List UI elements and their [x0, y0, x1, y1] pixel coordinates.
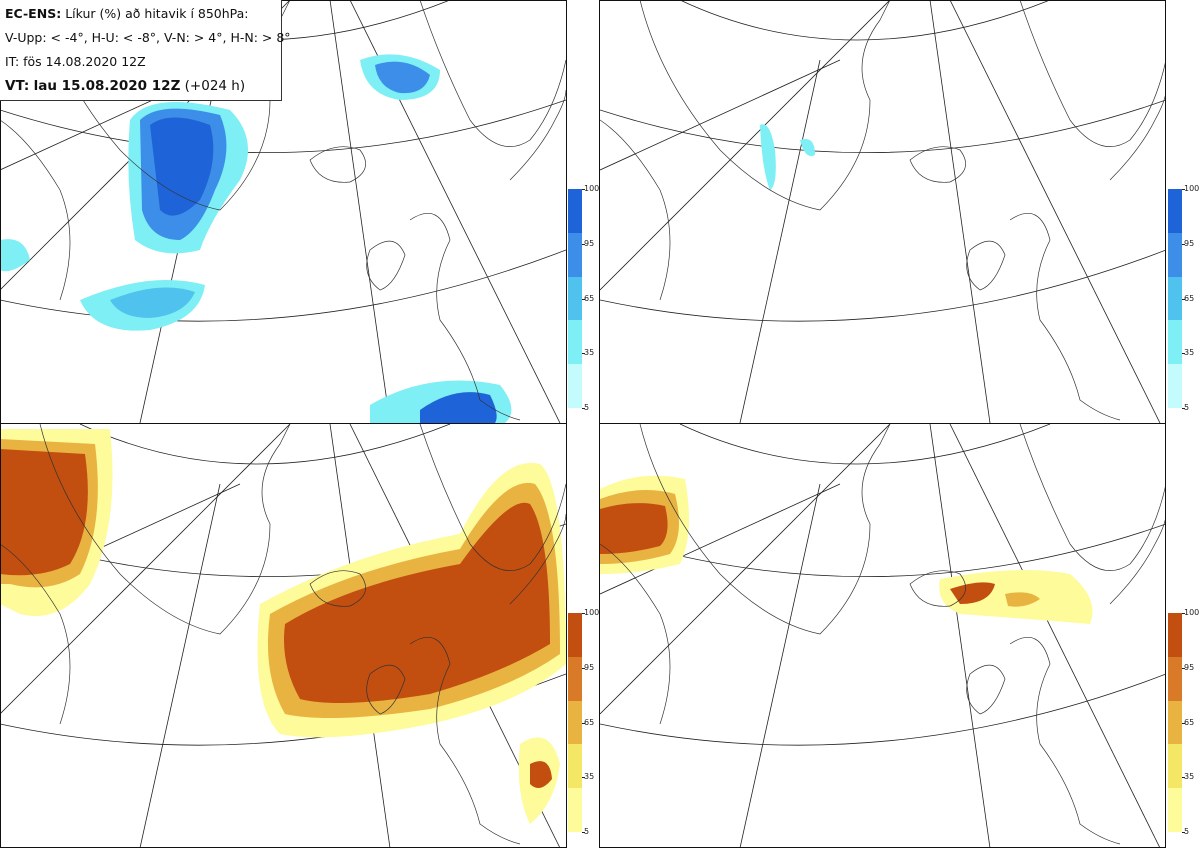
colorbar-tickmark: [582, 243, 585, 245]
colorbar-tick-label: 35: [584, 772, 595, 782]
map-panel-bottom-right: [600, 424, 1166, 848]
colorbar-tickmark: [1182, 613, 1185, 614]
colorbar-tick-label: 65: [584, 293, 595, 303]
colorbar-tickmark: [582, 408, 585, 409]
colorbar-bottom-right: 100 95 65 35 5: [1168, 609, 1199, 836]
colorbar-tick-label: 35: [1184, 772, 1195, 782]
colorbar-tickmark: [1182, 722, 1185, 724]
colorbar-segment: [1168, 189, 1182, 234]
valid-label: VT:: [5, 78, 30, 94]
colorbar-tick-label: 100: [584, 608, 600, 617]
colorbar-segment: [568, 788, 582, 833]
valid-time: lau 15.08.2020 12Z: [33, 78, 181, 94]
model-name: EC-ENS:: [5, 6, 62, 21]
valid-time-line: VT: lau 15.08.2020 12Z (+024 h): [5, 76, 276, 100]
probability-fill: [0, 54, 512, 423]
probability-fill: [600, 475, 1093, 624]
colorbar-tickmark: [582, 722, 585, 724]
colorbar-tickmark: [582, 298, 585, 300]
colorbar-segment: [1168, 276, 1182, 321]
colorbar-tickmark: [1182, 243, 1185, 245]
colorbar-tick-label: 35: [584, 348, 595, 358]
colorbar-tickmark: [582, 613, 585, 614]
colorbar-tick-label: 95: [584, 662, 595, 672]
colorbar-segment: [568, 613, 582, 658]
colorbar-tickmark: [582, 353, 585, 355]
title-text: Líkur (%) að hitavik í 850hPa:: [65, 6, 249, 21]
colorbar-segment: [1168, 744, 1182, 789]
colorbar-tickmark: [1182, 832, 1185, 833]
colorbar-tick-label: 5: [584, 403, 590, 412]
colorbar-tick-label: 5: [1184, 827, 1190, 836]
colorbar-tickmark: [582, 667, 585, 669]
colorbar-tick-label: 100: [584, 184, 600, 193]
colorbar-segment: [1168, 364, 1182, 409]
lead-time: (+024 h): [184, 78, 246, 94]
coastlines: [0, 424, 566, 845]
colorbar-tick-label: 100: [1184, 184, 1200, 193]
colorbar-segment: [1168, 788, 1182, 833]
colorbar-tick-label: 95: [584, 238, 595, 248]
colorbar-tick-label: 65: [1184, 293, 1195, 303]
colorbar-segment: [1168, 613, 1182, 658]
colorbar-tickmark: [1182, 189, 1185, 190]
colorbar-tick-label: 5: [584, 827, 590, 836]
colorbar-tick-label: 35: [1184, 348, 1195, 358]
colorbar-tickmark: [582, 777, 585, 779]
colorbar-tickmark: [1182, 667, 1185, 669]
colorbar-segment: [568, 189, 582, 234]
colorbar-tick-label: 95: [1184, 662, 1195, 672]
colorbar-tickmark: [1182, 353, 1185, 355]
colorbar-segment: [568, 276, 582, 321]
colorbar-segment: [568, 656, 582, 702]
map-bottom-right: [600, 424, 1166, 848]
map-panel-top-right: [600, 0, 1166, 423]
map-top-right: [600, 0, 1166, 423]
map-top-left: [0, 0, 566, 423]
legend-line: V-Upp: < -4°, H-U: < -8°, V-N: > 4°, H-N…: [5, 30, 291, 45]
title-line: EC-ENS: Líkur (%) að hitavik í 850hPa:: [5, 4, 276, 28]
colorbar-segment: [568, 744, 582, 789]
colorbar-tickmark: [1182, 298, 1185, 300]
colorbar-tickmark: [582, 189, 585, 190]
colorbar-tick-label: 65: [584, 717, 595, 727]
colorbar-tick-label: 95: [1184, 238, 1195, 248]
probability-fill: [760, 124, 815, 190]
colorbar-tick-label: 5: [1184, 403, 1190, 412]
colorbar-segment: [1168, 656, 1182, 702]
colorbar-top-left: 100 95 65 35 5: [568, 185, 599, 412]
colorbar-segment: [1168, 320, 1182, 365]
map-panel-top-left: [0, 0, 566, 423]
graticule: [600, 0, 1166, 423]
colorbar-segment: [568, 364, 582, 409]
colorbar-bottom-left: 100 95 65 35 5: [568, 609, 599, 836]
colorbar-top-right: 100 95 65 35 5: [1168, 185, 1199, 412]
map-panel-bottom-left: [0, 424, 566, 848]
colorbar-tick-label: 100: [1184, 608, 1200, 617]
colorbar-segment: [568, 232, 582, 278]
colorbar-segment: [1168, 232, 1182, 278]
colorbar-segment: [568, 700, 582, 745]
probability-fill: [0, 429, 566, 824]
info-box: EC-ENS: Líkur (%) að hitavik í 850hPa: V…: [0, 0, 291, 101]
coastlines: [600, 424, 1166, 845]
colorbar-segment: [568, 320, 582, 365]
colorbar-tickmark: [1182, 777, 1185, 779]
colorbar-tick-label: 65: [1184, 717, 1195, 727]
issue-time: IT: fös 14.08.2020 12Z: [5, 54, 146, 69]
colorbar-tickmark: [582, 832, 585, 833]
coastlines: [600, 0, 1166, 421]
colorbar-tickmark: [1182, 408, 1185, 409]
map-bottom-left: [0, 424, 566, 848]
colorbar-segment: [1168, 700, 1182, 745]
